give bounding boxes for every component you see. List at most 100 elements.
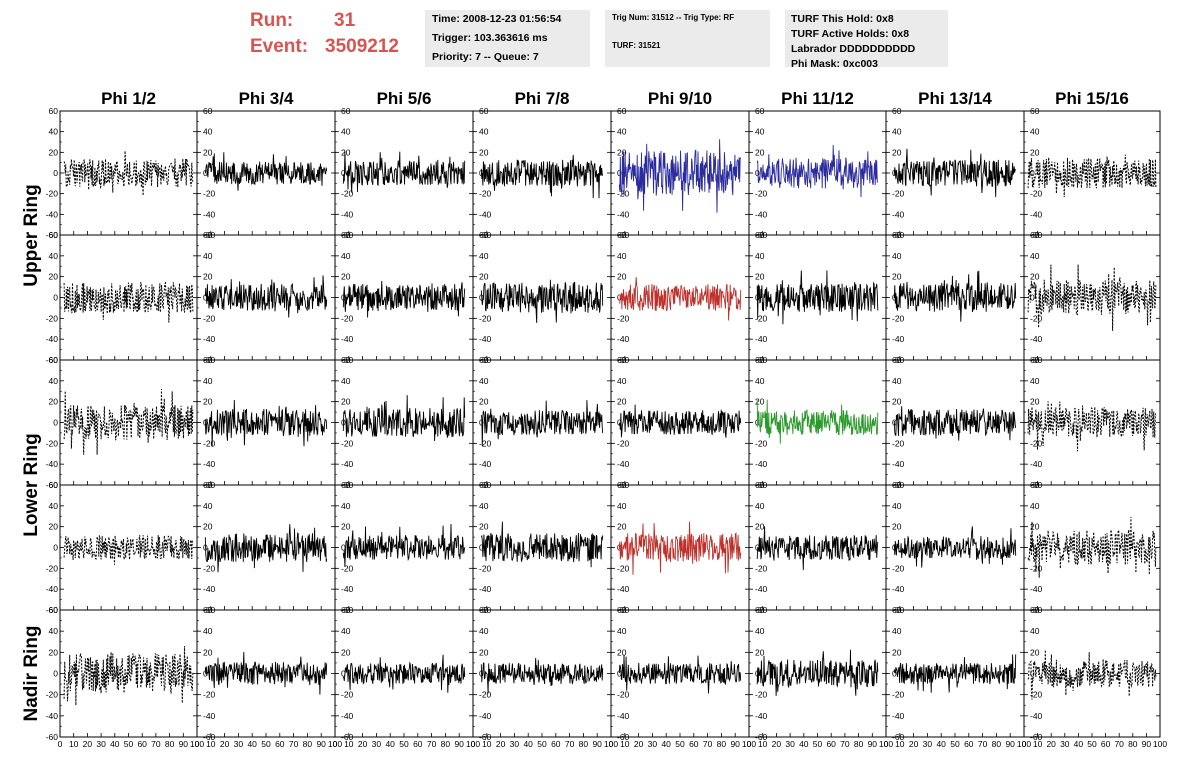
- y-tick-label: 40: [203, 127, 213, 137]
- x-tick-label: 40: [385, 739, 395, 749]
- y-tick-label: -20: [617, 438, 630, 448]
- waveform-trace: [480, 400, 604, 447]
- y-tick-label: 20: [892, 147, 902, 157]
- y-tick-label: 20: [341, 647, 351, 657]
- y-tick-label: -40: [203, 584, 216, 594]
- x-tick-label: 20: [83, 739, 93, 749]
- y-tick-label: -20: [1030, 189, 1043, 199]
- x-tick-label: 80: [717, 739, 727, 749]
- y-tick-label: -40: [755, 459, 768, 469]
- waveform-trace: [618, 404, 742, 438]
- y-tick-label: 0: [479, 543, 484, 553]
- y-tick-label: -40: [892, 459, 905, 469]
- x-tick-label: 60: [1101, 739, 1111, 749]
- y-tick-label: -20: [46, 563, 59, 573]
- y-tick-label: 40: [892, 251, 902, 261]
- event-label: Event:: [250, 36, 309, 57]
- y-tick-label: 60: [755, 106, 765, 116]
- y-tick-label: 20: [892, 647, 902, 657]
- y-tick-label: -20: [46, 438, 59, 448]
- y-tick-label: 40: [479, 251, 489, 261]
- y-tick-label: -40: [479, 459, 492, 469]
- y-tick-label: 20: [617, 272, 627, 282]
- y-tick-label: -40: [892, 334, 905, 344]
- x-tick-label: 0: [884, 739, 889, 749]
- y-tick-label: 0: [53, 669, 58, 679]
- y-tick-label: -60: [46, 355, 59, 365]
- y-tick-label: -40: [46, 209, 59, 219]
- y-tick-label: -20: [892, 189, 905, 199]
- x-tick-label: 90: [1005, 739, 1015, 749]
- x-tick-label: 90: [1142, 739, 1152, 749]
- x-tick-label: 60: [137, 739, 147, 749]
- waveform-trace: [618, 277, 742, 321]
- y-tick-label: 60: [49, 480, 59, 490]
- y-tick-label: 40: [617, 626, 627, 636]
- y-tick-label: -60: [46, 605, 59, 615]
- x-tick-label: 80: [992, 739, 1002, 749]
- y-tick-label: 20: [479, 397, 489, 407]
- y-tick-label: 60: [203, 605, 213, 615]
- y-tick-label: -20: [203, 690, 216, 700]
- x-tick-label: 0: [471, 739, 476, 749]
- y-tick-label: 40: [341, 376, 351, 386]
- x-tick-label: 30: [510, 739, 520, 749]
- x-tick-label: 0: [609, 739, 614, 749]
- x-tick-label: 20: [634, 739, 644, 749]
- y-tick-label: -40: [1030, 459, 1043, 469]
- y-tick-label: 60: [755, 480, 765, 490]
- x-tick-label: 40: [110, 739, 120, 749]
- y-tick-label: -40: [755, 209, 768, 219]
- waveform-trace: [1027, 154, 1157, 198]
- y-tick-label: -20: [892, 313, 905, 323]
- x-tick-label: 50: [950, 739, 960, 749]
- x-tick-label: 70: [978, 739, 988, 749]
- y-tick-label: 40: [892, 127, 902, 137]
- x-tick-label: 90: [454, 739, 464, 749]
- y-tick-label: -20: [479, 563, 492, 573]
- y-tick-label: -60: [755, 732, 768, 742]
- trigger-text: Trigger: 103.363616 ms: [432, 32, 548, 44]
- y-tick-label: 20: [49, 647, 59, 657]
- y-tick-label: -40: [341, 711, 354, 721]
- y-tick-label: 0: [617, 669, 622, 679]
- waveform-trace: [63, 150, 194, 196]
- y-tick-label: -40: [1030, 711, 1043, 721]
- x-tick-label: 50: [813, 739, 823, 749]
- y-tick-label: -40: [203, 711, 216, 721]
- y-tick-label: 60: [617, 355, 627, 365]
- y-tick-label: 0: [1030, 168, 1035, 178]
- y-tick-label: -40: [1030, 584, 1043, 594]
- y-tick-label: 60: [49, 106, 59, 116]
- y-tick-label: 0: [341, 669, 346, 679]
- x-tick-label: 100: [604, 739, 618, 749]
- x-tick-label: 40: [936, 739, 946, 749]
- trig-info-box: Trig Num: 31512 -- Trig Type: RF TURF: 3…: [605, 10, 770, 67]
- y-tick-label: 0: [341, 543, 346, 553]
- y-tick-label: -20: [479, 189, 492, 199]
- y-tick-label: 20: [203, 522, 213, 532]
- waveform-trace: [204, 524, 328, 573]
- column-title: Phi 11/12: [781, 89, 854, 108]
- y-tick-label: -40: [46, 711, 59, 721]
- x-tick-label: 70: [1114, 739, 1124, 749]
- y-tick-label: 40: [755, 251, 765, 261]
- x-tick-label: 100: [1153, 739, 1167, 749]
- y-tick-label: 60: [49, 230, 59, 240]
- y-tick-label: 40: [341, 501, 351, 511]
- y-tick-label: -40: [1030, 334, 1043, 344]
- y-tick-label: -20: [341, 189, 354, 199]
- y-tick-label: -20: [341, 438, 354, 448]
- y-tick-label: 40: [203, 626, 213, 636]
- y-tick-label: 20: [49, 522, 59, 532]
- waveform-trace: [756, 270, 879, 325]
- y-tick-label: 40: [892, 501, 902, 511]
- y-tick-label: 40: [617, 127, 627, 137]
- x-tick-label: 50: [675, 739, 685, 749]
- y-tick-label: -40: [341, 584, 354, 594]
- event-value: 3509212: [325, 36, 399, 57]
- x-tick-label: 10: [895, 739, 905, 749]
- y-tick-label: 60: [479, 355, 489, 365]
- y-tick-label: 0: [617, 168, 622, 178]
